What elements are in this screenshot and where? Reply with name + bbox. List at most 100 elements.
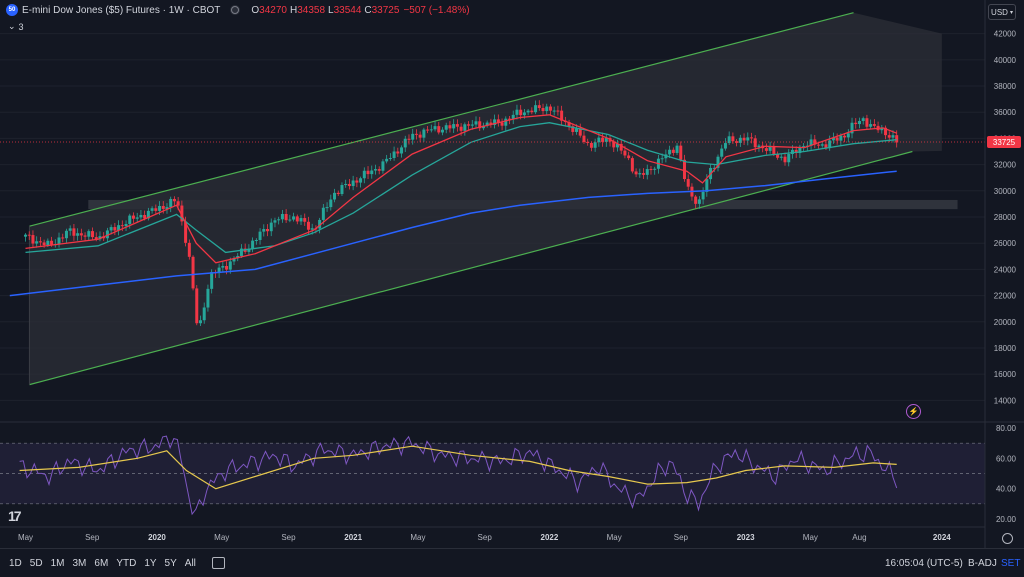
range-1m[interactable]: 1M [50,557,65,569]
candle-body [303,218,307,222]
candle-body [269,222,273,232]
candle-body [615,143,619,148]
candle-body [839,135,843,141]
price-tick-label: 42000 [994,30,1017,39]
candle-body [64,230,68,239]
candle-body [321,207,325,220]
candle-body [94,237,98,240]
candle-body [344,183,348,186]
candle-body [27,234,31,236]
range-all[interactable]: All [184,557,196,569]
candle-body [489,122,493,125]
candle-body [887,135,891,138]
candle-body [262,229,266,232]
candle-body [247,248,251,252]
candle-body [824,144,828,149]
candle-body [202,307,206,321]
chevron-down-icon: ▾ [1009,9,1013,16]
indicator-count: 3 [18,21,24,32]
chevron-down-icon: ⌄ [8,21,16,31]
candle-body [191,256,195,289]
candle-body [798,146,802,154]
candles [24,100,899,327]
time-axis[interactable]: May Sep 2020 May Sep 2021 May Sep 2022 May Sep 2023… [0,526,985,542]
ohlc-readout: O34270 H34358 L33544 C33725 −507 (−1.48%) [248,5,469,16]
candle-body [429,129,433,131]
time-tick-label: May [607,533,622,542]
candle-body [139,214,143,218]
candle-body [131,215,135,219]
candle-body [325,207,329,209]
candle-body [455,124,459,127]
candle-body [649,169,653,171]
candle-body [869,124,873,127]
candle-body [273,220,277,223]
ohlc-value: 34358 [297,4,326,16]
candle-body [880,127,884,131]
candle-body [768,146,772,151]
candle-body [675,145,679,153]
price-axis[interactable]: 14000 16000 18000 20000 22000 24000 26000 28000… [984,0,1021,548]
candle-body [433,126,437,130]
ema-mid-line [25,122,897,254]
range-5y[interactable]: 5Y [164,557,177,569]
candle-body [83,235,87,237]
candle-body [318,219,322,229]
candle-body [150,208,154,211]
candle-body [158,205,162,211]
lightning-icon[interactable]: ⚡ [906,404,921,419]
candle-body [299,218,303,222]
calendar-icon[interactable] [211,557,225,569]
channel-upper-line [29,12,854,227]
session-toggle[interactable]: SET [1001,557,1021,569]
candle-body [515,109,519,115]
range-1y[interactable]: 1Y [144,557,157,569]
candle-body [735,141,739,143]
candle-body [228,261,232,270]
candle-body [284,213,288,221]
candle-body [362,170,366,179]
ohlc-key-o: O [251,4,260,16]
adjustment-toggle[interactable]: B-ADJ [968,557,997,569]
price-tick-label: 38000 [994,82,1017,91]
range-6m[interactable]: 6M [94,557,109,569]
time-tick-label: May [214,533,229,542]
time-tick-label: Sep [85,533,100,542]
candle-body [846,133,850,138]
candle-body [809,139,813,146]
candle-body [340,185,344,195]
candle-body [392,151,396,158]
range-5d[interactable]: 5D [29,557,43,569]
candle-body [504,118,508,126]
tradingview-logo-icon[interactable]: 17 [8,508,22,524]
candle-body [731,136,735,142]
candle-body [817,144,821,146]
chart-title[interactable]: E-mini Dow Jones ($5) Futures · 1W · CBO… [22,4,221,16]
candle-body [575,128,579,132]
candle-body [232,258,236,262]
candle-body [422,129,426,138]
range-ytd[interactable]: YTD [116,557,137,569]
candle-body [113,227,117,231]
range-1d[interactable]: 1D [9,557,22,569]
clock[interactable]: 16:05:04 (UTC-5) [885,557,963,569]
price-tick-label: 14000 [994,396,1017,405]
candle-body [619,143,623,151]
gear-icon[interactable] [1002,533,1013,544]
chart-header: 50 E-mini Dow Jones ($5) Futures · 1W · … [0,0,470,20]
symbol-badge[interactable]: 50 [6,4,18,16]
candle-body [493,119,497,125]
candle-body [426,129,430,131]
candle-body [612,141,616,148]
currency-label: USD [991,7,1008,17]
candle-body [206,288,210,308]
range-3m[interactable]: 3M [72,557,87,569]
indicators-toggle[interactable]: ⌄ 3 [8,21,24,32]
candle-body [701,191,705,200]
candle-body [604,138,608,142]
currency-selector[interactable]: USD ▾ [988,4,1016,20]
ohlc-value: −507 (−1.48%) [403,4,470,16]
candle-body [571,126,575,132]
eye-icon[interactable] [230,5,241,15]
